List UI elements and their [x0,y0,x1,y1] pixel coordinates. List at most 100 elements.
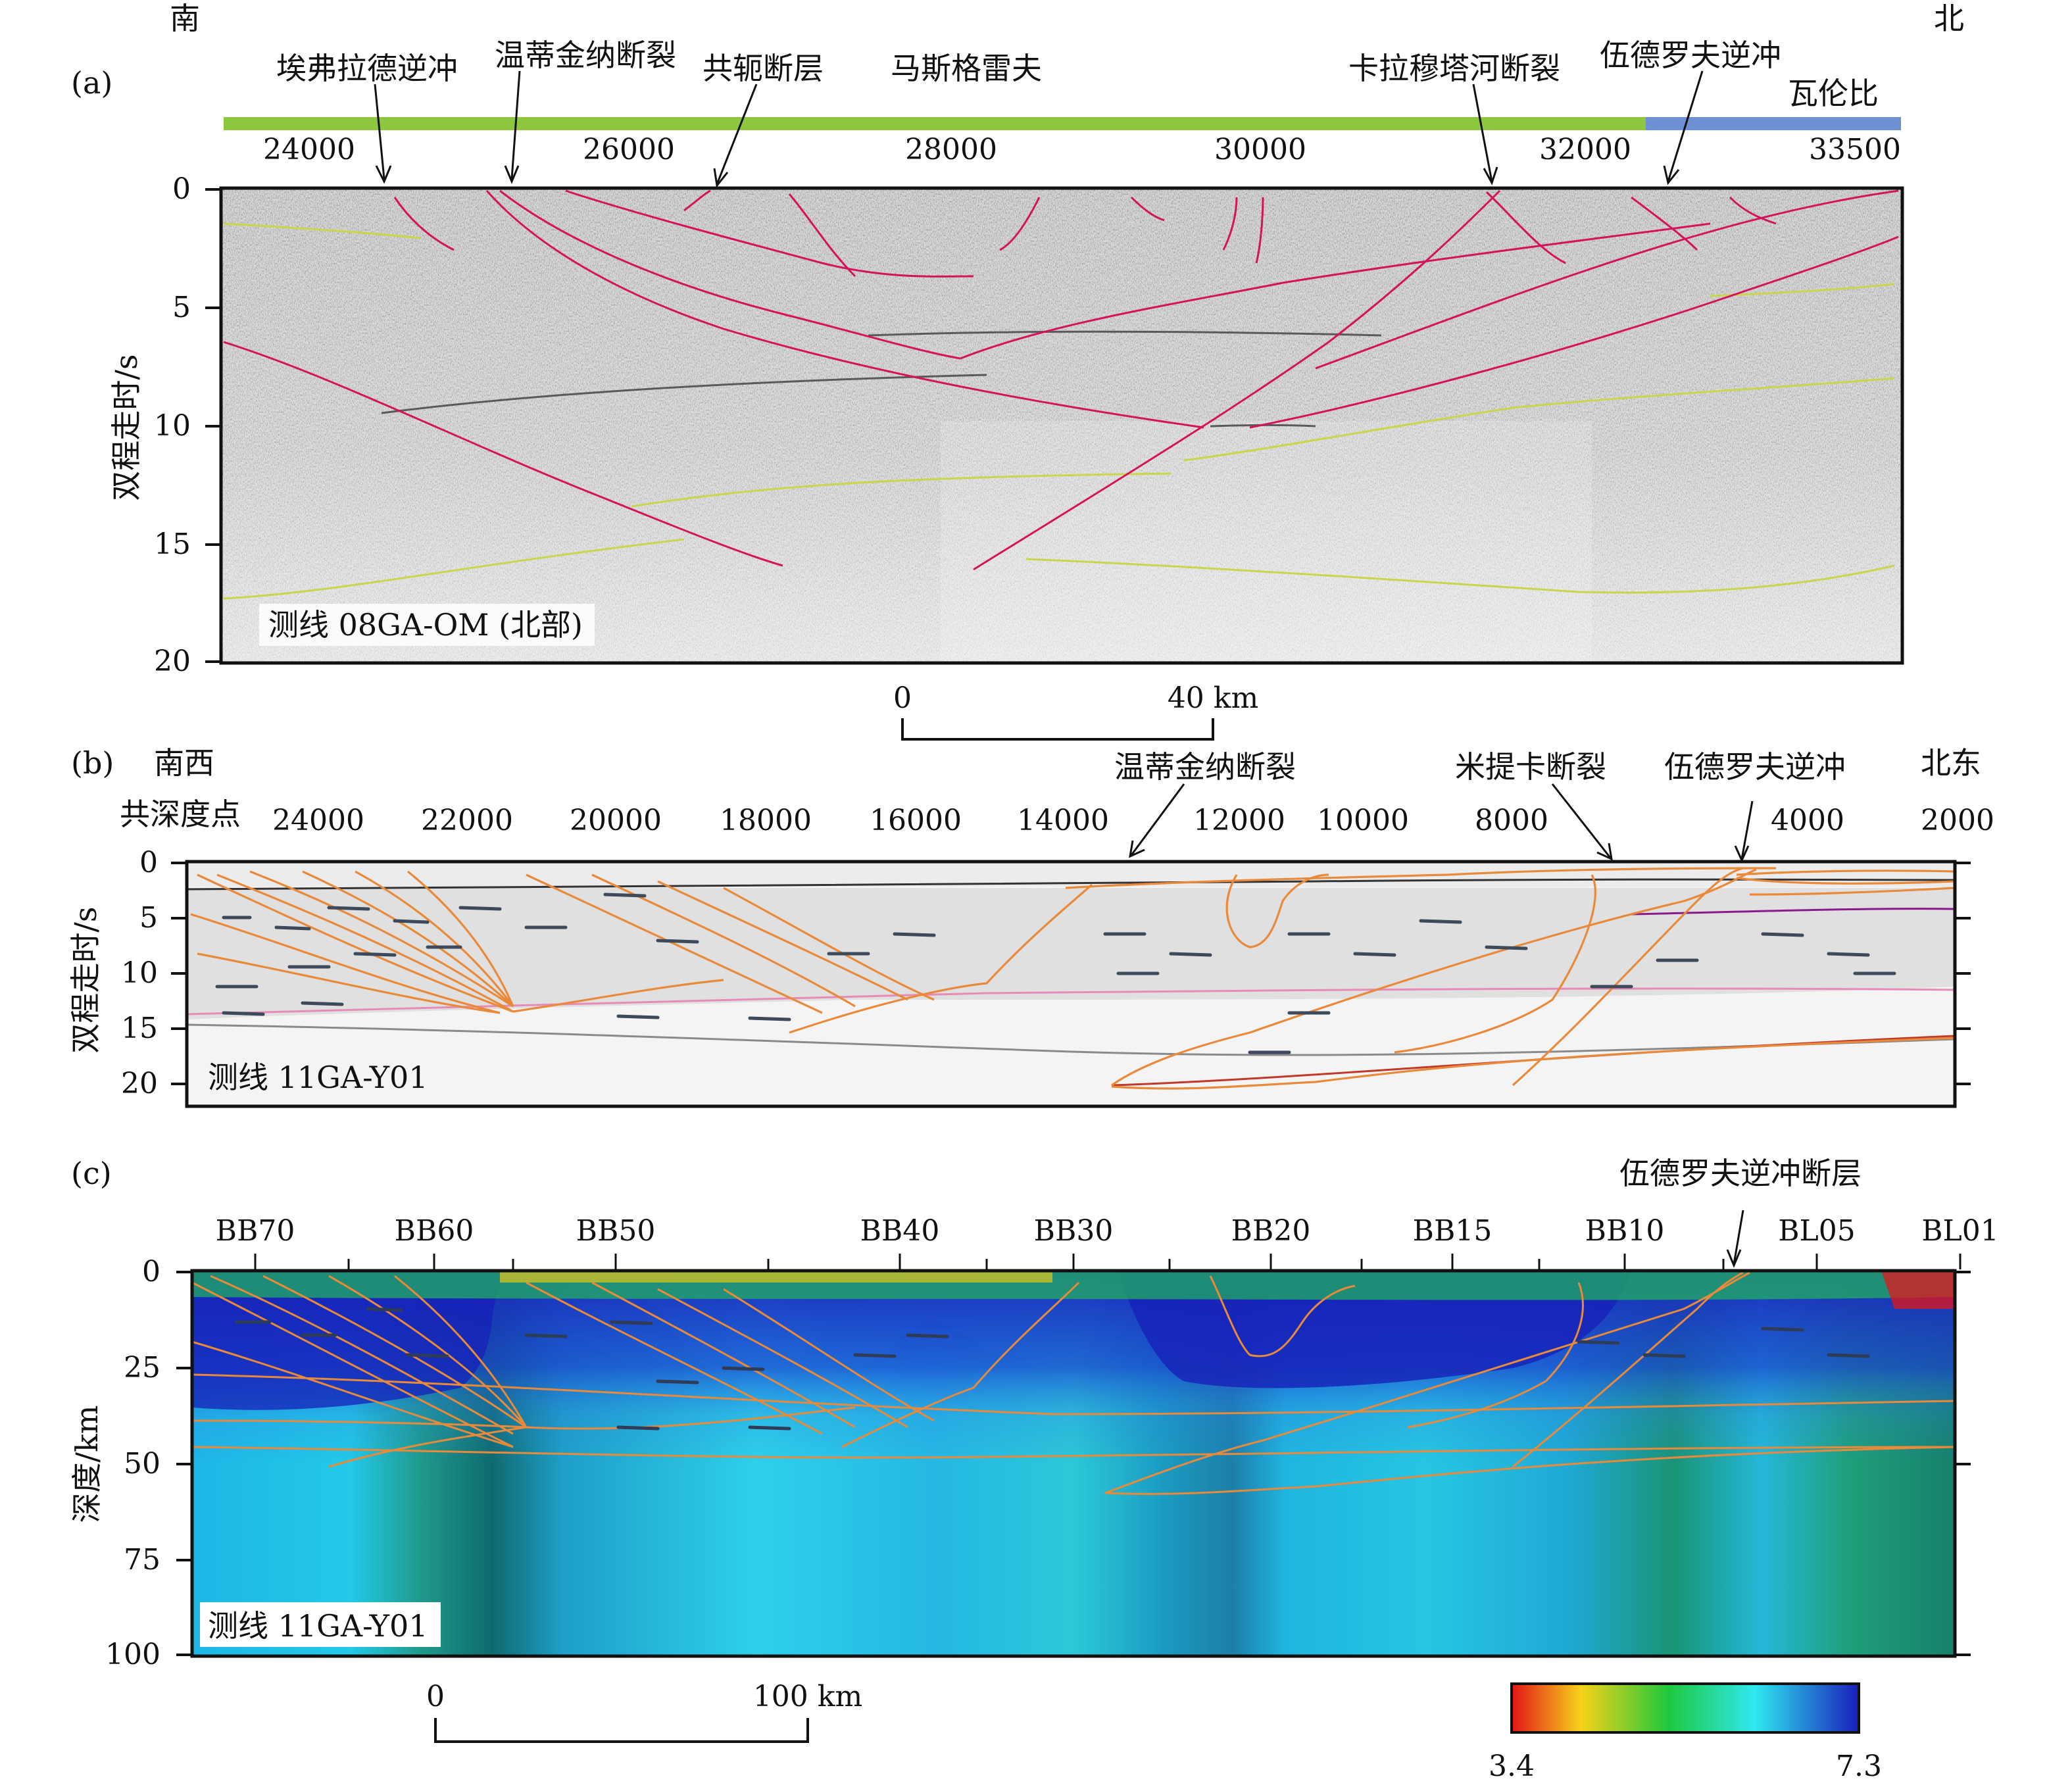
panel-c: (c) 伍德罗夫逆冲断层 BB70 BB60 BB50 BB40 BB30 BB… [69,1156,1999,1671]
direction-northeast: 北东 [1921,745,1981,781]
station-label: BB70 [216,1214,295,1248]
velocity-slow-northeast [1881,1271,1955,1309]
panel-a-y-axis-label: 双程走时/s [109,354,144,501]
x-tick: 2000 [1921,804,1994,837]
x-tick: 12000 [1193,804,1285,837]
panel-c-station-ticks [254,1254,1961,1269]
panel-a-y-ticks: 0 5 10 15 20 [154,172,191,678]
panel-b-y-axis-label: 双程走时/s [68,906,103,1053]
x-tick: 18000 [720,804,812,837]
panel-b-y-ticks: 0 5 10 15 20 [121,846,158,1100]
scale-c-bar [434,1718,809,1743]
fault-label-mitika: 米提卡断裂 [1455,749,1606,785]
scale-c-start: 0 [426,1680,445,1713]
velocity-colorbar: 3.4 7.3 [1489,1682,1882,1783]
station-label: BL05 [1778,1214,1856,1248]
x-tick: 14000 [1017,804,1109,837]
y-tick: 25 [124,1351,160,1385]
y-tick: 5 [139,901,158,935]
station-label: BB10 [1585,1214,1665,1248]
station-label: BL01 [1921,1214,1999,1248]
direction-south: 南 [170,1,200,36]
panel-b-horizons [186,878,1956,1087]
panel-c-stations: BB70 BB60 BB50 BB40 BB30 BB20 BB15 BB10 … [216,1214,1999,1248]
panel-a-grey-horizons [381,330,1382,428]
panel-a-line-label-bg [259,604,595,646]
panel-c-line-label: 测线 11GA-Y01 [208,1608,428,1644]
panel-b-frame [185,860,1957,1108]
x-tick: 26000 [583,133,675,166]
station-label: BB50 [576,1214,656,1248]
warburton-basin-bar [1646,117,1901,130]
fault-label-conjugate: 共轭断层 [703,51,824,86]
scale-a-end: 40 km [1168,681,1258,715]
panel-b-x-ticks: 24000 22000 20000 18000 16000 14000 1200… [272,804,1994,837]
panel-a-arrows [374,70,1704,188]
velocity-fast-block-west [192,1271,500,1410]
colorbar-gradient [1510,1682,1860,1734]
panel-a-horizons [223,222,1895,600]
fault-label-woodroffe: 伍德罗夫逆冲 [1600,37,1781,73]
y-tick: 0 [142,1255,160,1288]
scale-c-end: 100 km [753,1680,862,1713]
panel-b: (b) 南西 北东 共深度点 温蒂金纳断裂 米提卡断裂 伍德罗夫逆冲 24000… [68,745,1994,1108]
panel-a-faults [223,189,1899,571]
seismic-quiet-zone [941,421,1592,664]
fault-label-wintiginna-b: 温蒂金纳断裂 [1114,749,1296,785]
colorbar-max: 7.3 [1836,1750,1882,1783]
seismic-fade-a [221,188,1902,663]
x-tick: 8000 [1475,804,1548,837]
panel-c-reflectors [235,1307,1870,1431]
direction-north: 北 [1934,1,1964,36]
label-warburton: 瓦伦比 [1788,76,1879,111]
panel-b-upper-crust-fill [187,888,1955,1019]
y-tick: 0 [139,846,158,879]
y-tick: 15 [121,1012,158,1045]
x-tick: 4000 [1771,804,1844,837]
station-label: BB60 [395,1214,474,1248]
x-tick: 24000 [263,133,355,166]
panel-c-y-tick-marks [176,1271,1971,1656]
panel-c-label: (c) [71,1156,112,1191]
x-tick: 22000 [421,804,513,837]
y-tick: 20 [154,645,191,678]
station-label: BB30 [1034,1214,1114,1248]
panel-a-x-ticks: 24000 26000 28000 30000 32000 33500 [263,133,1901,166]
panel-b-arrows [1129,783,1754,863]
fault-label-woodroffe-c: 伍德罗夫逆冲断层 [1619,1156,1862,1191]
panel-c-y-ticks: 0 25 50 75 100 [105,1255,160,1671]
station-label: BB15 [1413,1214,1492,1248]
panel-c-y-axis-label: 深度/km [69,1406,105,1523]
panel-b-faults [190,867,1956,1090]
y-tick: 5 [172,291,191,324]
cdp-label: 共深度点 [120,796,241,832]
scale-bar-c: 0 100 km [426,1680,862,1743]
panel-a-line-label: 测线 08GA-OM (北部) [268,607,583,643]
y-tick: 20 [121,1067,158,1100]
station-label: BB40 [860,1214,940,1248]
panel-a: (a) 南 北 埃弗拉德逆冲 温蒂金纳断裂 共轭断层 马斯格雷夫 卡拉穆塔河断裂… [71,1,1964,678]
x-tick: 30000 [1214,133,1306,166]
y-tick: 75 [124,1543,160,1577]
y-tick: 0 [172,172,191,206]
panel-a-y-tick-marks [205,188,221,663]
panel-c-faults [191,1271,1956,1495]
fault-label-everard: 埃弗拉德逆冲 [276,51,458,86]
fault-label-wintiginna: 温蒂金纳断裂 [495,37,676,73]
panel-c-line-label-bg [200,1602,441,1647]
y-tick: 10 [121,956,158,990]
panel-c-arrow [1726,1210,1744,1268]
fault-label-woodroffe-b: 伍德罗夫逆冲 [1664,749,1846,785]
x-tick: 32000 [1539,133,1631,166]
panel-b-reflectors [215,893,1896,1054]
panel-c-basin-outline [1209,1275,1356,1358]
x-tick: 33500 [1809,133,1901,166]
y-tick: 50 [124,1447,160,1481]
musgrave-province-bar [224,117,1646,130]
velocity-shallow-yellow [500,1271,1052,1283]
station-label: BB20 [1231,1214,1311,1248]
x-tick: 10000 [1317,804,1409,837]
scale-a-bar [901,718,1214,741]
label-musgrave: 马斯格雷夫 [891,51,1042,86]
